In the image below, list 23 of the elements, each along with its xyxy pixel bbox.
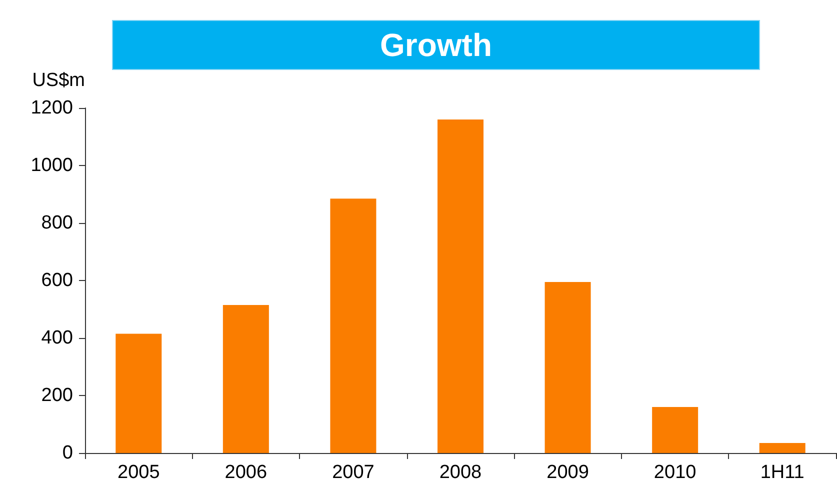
- bar: [652, 407, 698, 453]
- chart-title: Growth: [380, 27, 492, 63]
- y-tick-label: 800: [41, 212, 73, 234]
- bar: [330, 198, 376, 453]
- y-tick-label: 200: [41, 385, 73, 406]
- y-tick-label: 1200: [30, 98, 73, 118]
- bar: [222, 304, 269, 453]
- bar: [116, 334, 162, 453]
- x-tick-label: 2010: [654, 462, 696, 483]
- y-tick-label: 1000: [30, 155, 73, 176]
- bar: [438, 120, 484, 453]
- y-tick-label: 0: [62, 442, 73, 464]
- x-tick-label: 2008: [439, 462, 482, 483]
- x-tick-label: 2006: [224, 462, 268, 483]
- x-tick-label: 2009: [546, 462, 589, 483]
- bar: [544, 282, 591, 453]
- y-axis-title: US$m: [32, 70, 85, 91]
- bar: [759, 442, 806, 453]
- x-tick-label: 1H11: [760, 462, 804, 483]
- y-tick-label: 600: [41, 270, 73, 291]
- x-tick-label: 2007: [332, 462, 374, 483]
- x-tick-label: 2005: [118, 462, 160, 483]
- y-tick-label: 400: [41, 328, 73, 348]
